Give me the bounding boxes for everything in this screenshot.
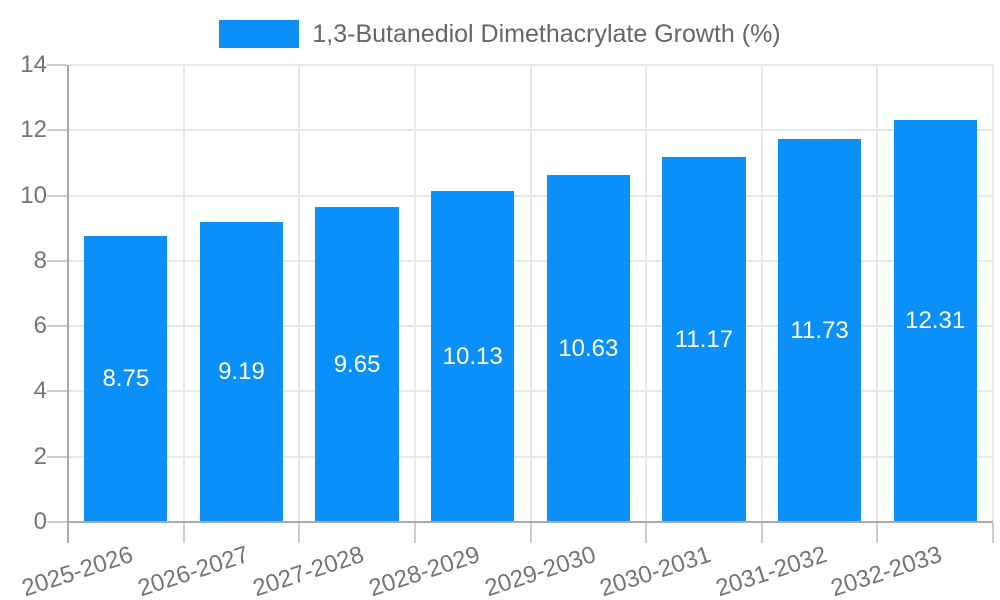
- bar-value-label: 9.65: [333, 350, 381, 378]
- gridline-vertical: [876, 65, 879, 522]
- legend-label: 1,3-Butanediol Dimethacrylate Growth (%): [312, 20, 781, 48]
- bar-value-label: 10.13: [442, 342, 503, 370]
- y-tick-mark: [47, 390, 67, 393]
- y-axis-tick-label: 2: [33, 442, 47, 470]
- gridline-vertical: [645, 65, 648, 522]
- x-axis-tick-label: 2032-2033: [828, 541, 946, 600]
- gridline-vertical: [298, 65, 301, 522]
- x-axis-tick-label: 2025-2026: [18, 541, 137, 600]
- plot-area: 8.75 9.19 9.65 10.13 10.63 11.17 11.73 12.31: [68, 64, 994, 522]
- gridline-vertical: [992, 65, 994, 522]
- x-tick-mark: [413, 523, 416, 543]
- gridline-vertical: [760, 65, 763, 522]
- y-tick-mark: [47, 129, 67, 132]
- x-tick-mark: [876, 523, 879, 543]
- x-axis-tick-label: 2028-2029: [365, 541, 484, 600]
- y-axis-tick-label: 4: [33, 377, 47, 405]
- legend-swatch: [219, 20, 300, 48]
- bar-value-label: 12.31: [905, 307, 966, 335]
- bar[interactable]: 11.73: [777, 139, 862, 522]
- x-axis-tick-label: 2030-2031: [596, 541, 715, 600]
- x-tick-mark: [645, 523, 648, 543]
- y-axis-tick-label: 8: [33, 246, 47, 274]
- x-tick-mark: [760, 523, 763, 543]
- y-tick-mark: [47, 64, 67, 66]
- x-tick-mark: [992, 523, 994, 543]
- y-tick-mark: [47, 325, 67, 328]
- x-axis-line: [68, 521, 993, 523]
- x-tick-mark: [529, 523, 532, 543]
- bar-value-label: 9.19: [218, 358, 265, 385]
- y-tick-mark: [47, 194, 67, 197]
- x-axis-tick-label: 2029-2030: [481, 541, 599, 600]
- y-axis-tick-label: 0: [33, 508, 47, 535]
- bar-value-label: 10.63: [558, 334, 619, 362]
- gridline-vertical: [413, 65, 416, 522]
- y-tick-mark: [47, 455, 67, 458]
- bar[interactable]: 8.75: [84, 236, 168, 522]
- bar-value-label: 11.73: [790, 316, 849, 344]
- x-tick-mark: [298, 523, 301, 543]
- y-axis-tick-label: 10: [20, 181, 47, 209]
- bar[interactable]: 9.65: [315, 207, 399, 522]
- y-axis-tick-label: 6: [33, 312, 47, 340]
- bar[interactable]: 10.63: [546, 175, 630, 522]
- y-tick-mark: [47, 521, 67, 523]
- y-axis-tick-label: 14: [20, 51, 47, 78]
- y-tick-mark: [47, 259, 67, 262]
- bar[interactable]: 12.31: [893, 120, 977, 522]
- x-axis-tick-label: 2026-2027: [134, 541, 252, 600]
- bar-value-label: 8.75: [102, 365, 150, 393]
- bar-value-label: 11.17: [674, 325, 734, 353]
- x-axis-tick-label: 2031-2032: [712, 541, 830, 600]
- bar[interactable]: 11.17: [662, 157, 746, 522]
- x-axis-tick-label: 2027-2028: [249, 541, 368, 600]
- y-axis-tick-label: 12: [20, 116, 47, 144]
- x-tick-mark: [182, 523, 185, 543]
- bar[interactable]: 9.19: [199, 222, 284, 522]
- chart-legend[interactable]: 1,3-Butanediol Dimethacrylate Growth (%): [0, 20, 1000, 48]
- gridline-vertical: [529, 65, 532, 522]
- bar[interactable]: 10.13: [431, 191, 515, 522]
- y-axis-line: [67, 65, 69, 543]
- gridline-vertical: [182, 65, 185, 522]
